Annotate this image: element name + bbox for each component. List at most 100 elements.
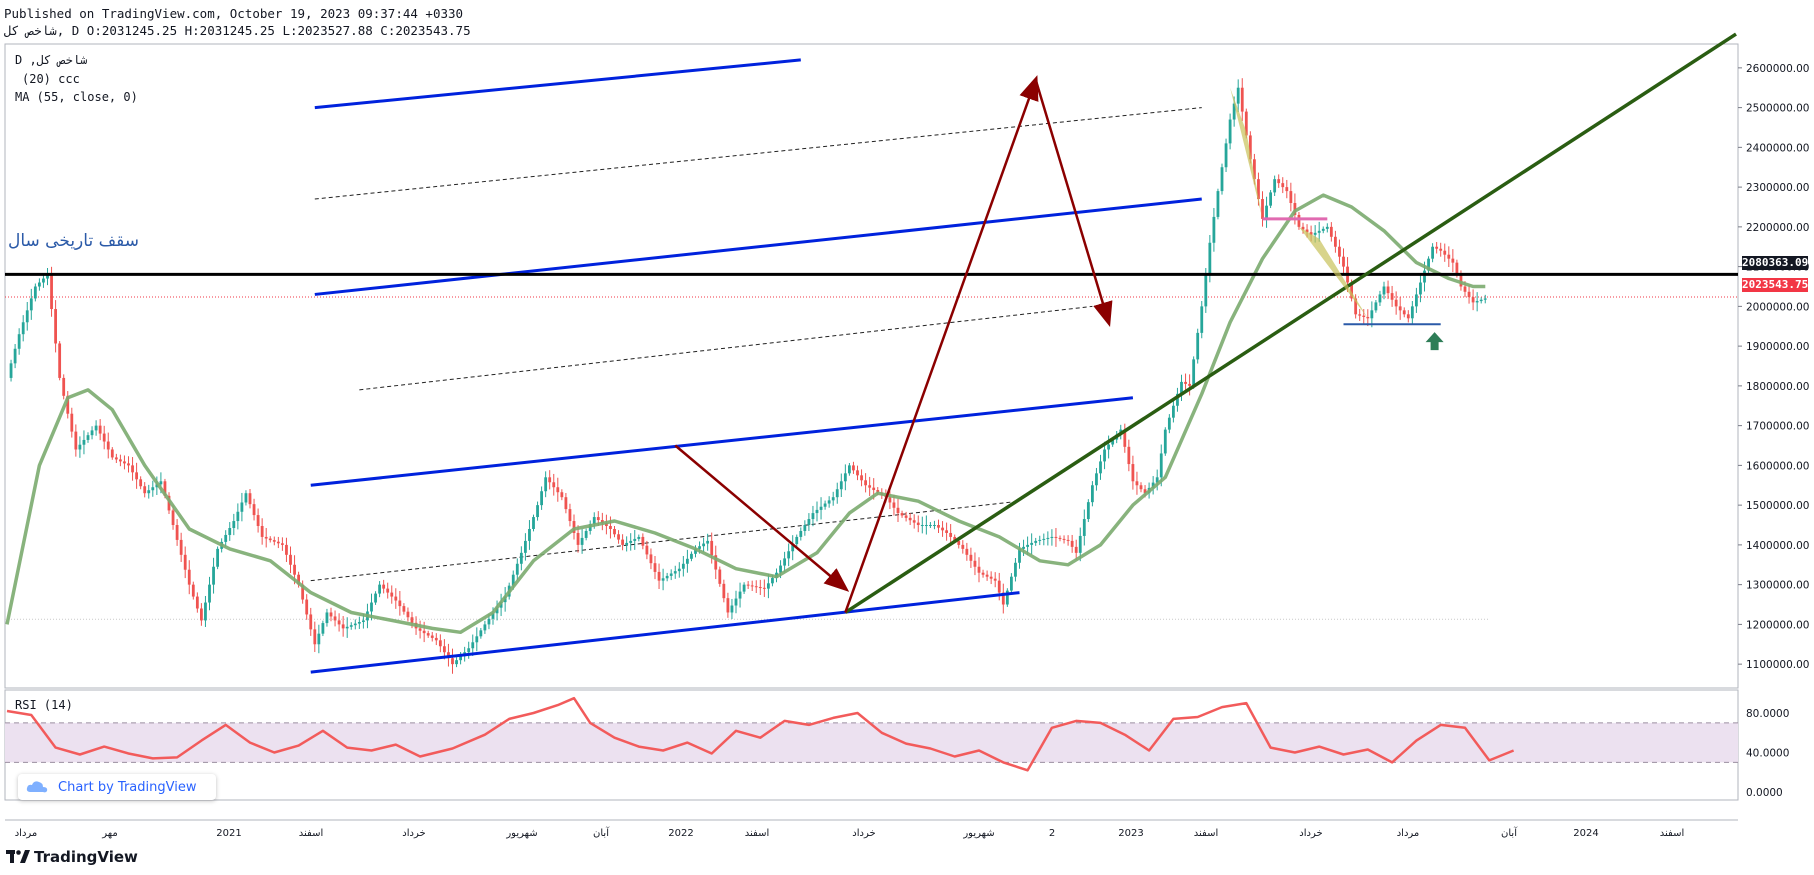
candle-body [876, 490, 880, 493]
candle-body [795, 536, 799, 545]
candle-body [1001, 592, 1005, 605]
candle-body [1010, 576, 1013, 591]
candle-body [285, 544, 288, 555]
candle-body [734, 598, 738, 606]
candle-body [613, 528, 616, 535]
candle-body [179, 539, 183, 555]
candle-body [888, 497, 892, 503]
candle-body [1378, 294, 1382, 303]
candle-body [661, 578, 665, 581]
candle-body [131, 465, 134, 473]
x-tick-label: مهر [101, 828, 117, 839]
candle-body [1099, 461, 1102, 474]
candle-body [426, 633, 430, 636]
candle-body [94, 425, 98, 431]
chart-by-label: Chart by TradingView [58, 779, 197, 795]
candle-body [831, 497, 835, 501]
candle-body [827, 500, 831, 504]
candle-body [1374, 302, 1378, 311]
candle-body [1111, 439, 1115, 445]
candle-body [864, 480, 867, 486]
candle-body [1139, 485, 1143, 490]
candle-body [1184, 381, 1187, 384]
candle-body [38, 282, 41, 287]
candle-body [981, 572, 985, 575]
candle-body [1196, 332, 1200, 360]
candle-body [171, 510, 175, 526]
candle-body [301, 584, 305, 600]
support-trendline [844, 32, 1737, 614]
candle-body [224, 534, 228, 542]
chart-by-badge[interactable]: Chart by TradingView [18, 774, 216, 800]
candle-body [1402, 310, 1406, 315]
candle-body [1005, 590, 1009, 605]
candle-body [515, 563, 519, 575]
candle-body [993, 578, 997, 581]
candle-body [33, 286, 37, 299]
candle-body [402, 606, 406, 612]
candle-body [1248, 135, 1252, 160]
candle-body [653, 563, 657, 572]
candle-body [1163, 429, 1167, 454]
candle-body [29, 298, 33, 311]
candle-body [835, 489, 839, 498]
candle-body [625, 542, 629, 545]
candle-body [957, 540, 961, 545]
candle-body [641, 536, 645, 546]
candle-body [410, 617, 414, 623]
candle-body [524, 540, 527, 553]
candle-body [1431, 246, 1434, 259]
candle-body [1232, 103, 1236, 120]
candle-body [1338, 246, 1341, 257]
candle-body [1463, 286, 1467, 292]
candle-body [418, 628, 422, 631]
candle-body [430, 635, 434, 638]
candle-body [159, 481, 163, 485]
candle-body [1103, 449, 1106, 462]
x-tick-label: اسفند [745, 828, 769, 839]
candle-body [370, 602, 373, 612]
candle-body [1358, 314, 1362, 316]
candle-body [135, 472, 138, 480]
candle-body [1305, 229, 1309, 233]
tradingview-logo[interactable]: TradingView [6, 848, 138, 866]
candle-body [1483, 298, 1487, 300]
candle-body [592, 517, 596, 525]
candle-body [329, 612, 333, 617]
candle-body [42, 278, 45, 283]
candle-body [1127, 446, 1131, 465]
candle-body [1026, 544, 1029, 547]
candle-body [394, 596, 398, 601]
candle-body [657, 571, 661, 581]
candle-body [317, 633, 321, 645]
candle-body [536, 505, 539, 518]
candle-body [1439, 248, 1443, 251]
candle-body [937, 525, 940, 528]
channel-midline [359, 305, 1093, 391]
candle-body [66, 395, 70, 414]
candle-body [929, 525, 932, 527]
candle-body [726, 598, 730, 613]
candle-body [74, 431, 78, 450]
candle-body [244, 493, 248, 503]
x-tick-label: خرداد [852, 828, 875, 839]
candle-body [260, 526, 264, 537]
candle-body [337, 620, 341, 625]
published-line: Published on TradingView.com, October 19… [4, 6, 464, 21]
candle-body [1419, 282, 1422, 295]
candle-body [62, 377, 66, 396]
candle-body [167, 495, 171, 511]
y-tick-label: 2600000.00 [1746, 63, 1809, 75]
candle-body [953, 536, 957, 541]
y-tick-label: 1500000.00 [1746, 500, 1809, 512]
candle-body [70, 413, 74, 432]
candle-body [540, 491, 543, 506]
candle-body [1382, 286, 1386, 295]
candle-body [702, 543, 705, 547]
candle-body [1200, 306, 1204, 333]
candle-body [281, 543, 284, 545]
x-tick-label: شهریور [962, 828, 994, 839]
candle-body [1350, 282, 1353, 299]
candle-body [1471, 297, 1475, 303]
